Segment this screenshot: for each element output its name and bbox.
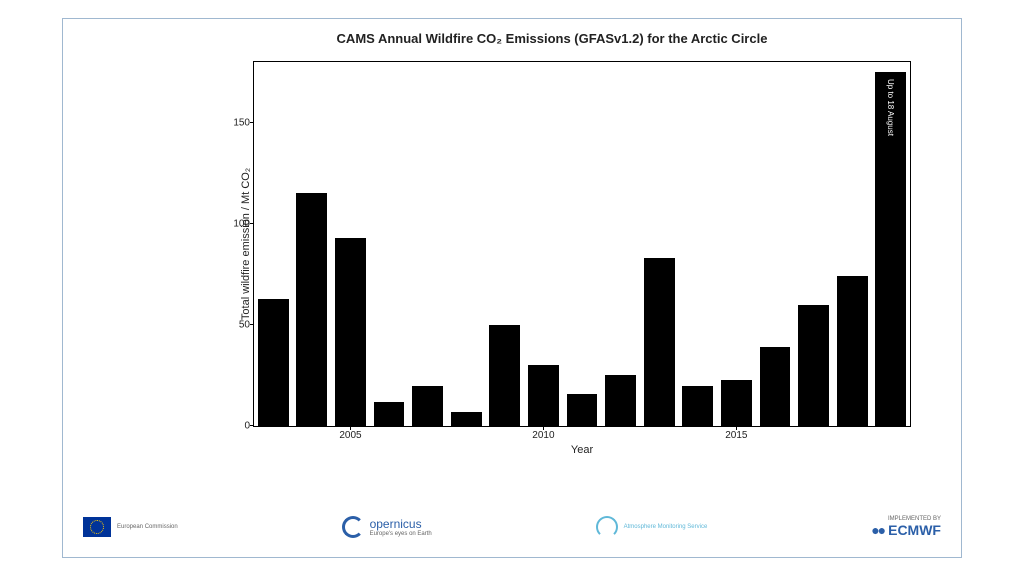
ecmwf-icon: ●● — [871, 522, 884, 538]
y-tick-mark — [250, 223, 254, 224]
copernicus-sub: Europe's eyes on Earth — [370, 531, 432, 537]
y-axis-label: Total wildfire emission / Mt CO₂ — [240, 168, 252, 320]
bar — [798, 305, 829, 426]
copernicus-logo: opernicus Europe's eyes on Earth — [342, 516, 432, 538]
bar — [682, 386, 713, 426]
bar — [296, 193, 327, 426]
bar — [605, 375, 636, 426]
logo-row: European Commission opernicus Europe's e… — [83, 507, 941, 547]
y-tick-label: 50 — [239, 319, 254, 330]
bar — [644, 258, 675, 426]
copernicus-label: opernicus — [370, 517, 432, 531]
bar — [837, 276, 868, 426]
cams-logo: Atmosphere Monitoring Service — [596, 516, 708, 538]
chart-area: CAMS Annual Wildfire CO₂ Emissions (GFAS… — [183, 31, 921, 467]
plot-box: Total wildfire emission / Mt CO₂ Year 05… — [253, 61, 911, 427]
x-axis-label: Year — [571, 444, 593, 456]
bar — [335, 238, 366, 426]
bar — [489, 325, 520, 426]
y-tick-mark — [250, 122, 254, 123]
ecmwf-logo: IMPLEMENTED BY ●● ECMWF — [871, 516, 941, 538]
bar — [412, 386, 443, 426]
bar — [567, 394, 598, 426]
y-tick-label: 150 — [233, 117, 254, 128]
bar — [374, 402, 405, 426]
x-tick-mark — [350, 426, 351, 430]
bar — [528, 365, 559, 426]
chart-frame: CAMS Annual Wildfire CO₂ Emissions (GFAS… — [62, 18, 962, 558]
ecmwf-label: ECMWF — [888, 522, 941, 538]
copernicus-icon — [342, 516, 364, 538]
x-tick-mark — [543, 426, 544, 430]
bar — [258, 299, 289, 426]
x-tick-mark — [736, 426, 737, 430]
y-tick-mark — [250, 425, 254, 426]
cams-label: Atmosphere Monitoring Service — [624, 524, 708, 530]
y-tick-mark — [250, 324, 254, 325]
cams-icon — [596, 516, 618, 538]
bar — [451, 412, 482, 426]
eu-flag-icon — [83, 517, 111, 537]
bar-annotation: Up to 18 August — [886, 79, 895, 136]
chart-title: CAMS Annual Wildfire CO₂ Emissions (GFAS… — [183, 31, 921, 46]
eu-logo: European Commission — [83, 517, 178, 537]
y-tick-label: 100 — [233, 218, 254, 229]
y-tick-label: 0 — [244, 421, 254, 432]
eu-label: European Commission — [117, 524, 178, 530]
bar — [721, 380, 752, 427]
bar — [760, 347, 791, 426]
